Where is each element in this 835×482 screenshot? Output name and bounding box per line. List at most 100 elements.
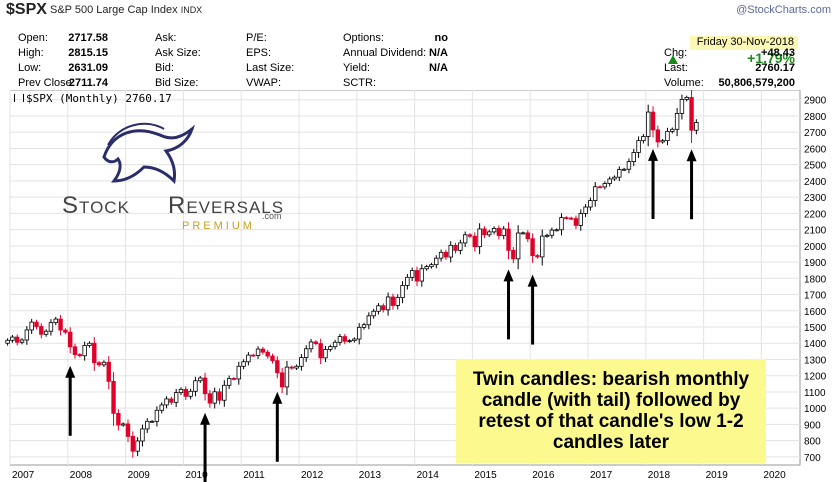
candle-up: [304, 348, 309, 358]
candle-up: [48, 322, 54, 332]
candle-up: [501, 228, 506, 237]
candle-down: [655, 129, 661, 143]
y-tick-label: 1500: [804, 323, 827, 334]
candle-down: [265, 351, 270, 357]
up-arrow-icon: [668, 55, 678, 64]
candle-up: [188, 390, 193, 397]
candle-up: [24, 329, 30, 341]
y-tick-label: 2000: [804, 242, 827, 253]
prev-close-label: Prev Close:: [18, 77, 75, 89]
candle-down: [467, 234, 473, 237]
yield-label: Yield:: [343, 62, 371, 74]
index-name: S&P 500 Large Cap Index INDX: [50, 4, 202, 16]
logo-word-stock: Stock: [62, 192, 130, 219]
candle-up: [679, 99, 685, 114]
candle-up: [332, 341, 338, 348]
candle-down: [568, 217, 574, 220]
ticker-symbol: $SPX: [6, 1, 47, 18]
eps-label: EPS:: [246, 47, 272, 59]
arrow-up-icon: [527, 274, 538, 287]
annotation-note: Twin candles: bearish monthly candle (wi…: [456, 359, 766, 463]
y-tick-label: 1900: [804, 258, 827, 269]
y-tick-label: 1700: [804, 291, 827, 302]
candle-up: [458, 242, 463, 251]
y-tick-label: 2600: [804, 144, 827, 155]
y-tick-label: 2200: [804, 209, 827, 220]
y-tick-label: 2500: [804, 161, 827, 172]
candle-up: [241, 361, 246, 367]
candle-up: [284, 366, 290, 388]
candle-up: [10, 336, 15, 341]
candle-up: [424, 266, 429, 270]
candle-up: [145, 420, 150, 430]
candle-down: [106, 361, 111, 382]
candle-up: [626, 161, 632, 170]
candle-up: [515, 232, 521, 260]
date-box: Friday 30-Nov-2018: [690, 36, 798, 50]
candle-down: [506, 228, 511, 251]
candle-down: [63, 329, 68, 333]
candle-up: [222, 384, 227, 401]
candle-down: [496, 228, 502, 237]
x-tick-label: 2020: [763, 470, 786, 481]
candle-up: [328, 346, 333, 350]
x-tick-label: 2007: [12, 470, 35, 481]
candle-up: [361, 324, 367, 328]
arrow-up-icon: [65, 365, 76, 378]
candle-down: [573, 218, 579, 226]
low-value: 2631.09: [68, 62, 108, 74]
candle-up: [5, 339, 10, 344]
ask-size-label: Ask Size:: [155, 47, 201, 59]
candle-up: [684, 97, 689, 100]
y-tick-label: 900: [804, 420, 821, 431]
candle-up: [294, 365, 299, 369]
candle-up: [540, 235, 545, 258]
chart-legend: $SPX (Monthly) 2760.17: [14, 92, 172, 105]
candle-up: [101, 361, 107, 366]
candle-up: [149, 420, 155, 423]
open-value: 2717.58: [68, 32, 108, 44]
chg-value: +48.43: [761, 47, 795, 59]
candle-up: [607, 178, 612, 184]
annotation-arrows: [65, 148, 697, 482]
candle-up: [385, 296, 391, 311]
logo-suffix: .com: [262, 211, 282, 221]
source-watermark: @StockCharts.com: [736, 4, 831, 16]
candle-down: [202, 377, 208, 395]
candle-up: [164, 398, 169, 406]
quote-date: Friday 30-Nov-2018: [696, 36, 794, 48]
y-tick-label: 2400: [804, 177, 827, 188]
candle-down: [511, 249, 516, 260]
candle-up: [371, 310, 376, 317]
candle-up: [660, 140, 665, 143]
arrow-up-icon: [272, 391, 283, 404]
options-value: no: [434, 32, 448, 44]
candle-down: [68, 331, 73, 348]
legend-icon: [14, 94, 24, 102]
options-label: Options:: [343, 32, 384, 44]
candle-up: [617, 169, 622, 178]
candle-down: [535, 255, 540, 258]
candle-down: [251, 354, 256, 357]
candle-down: [58, 318, 63, 331]
candle-up: [409, 270, 415, 278]
candle-up: [356, 326, 362, 340]
change-percent: +1.79%: [747, 50, 795, 66]
x-tick-label: 2010: [185, 470, 208, 481]
candle-down: [217, 391, 222, 401]
candle-up: [159, 404, 164, 411]
candle-up: [347, 340, 352, 343]
y-axis: 700 800 900 1000 1100 1200 1300 1400 1500 1600 170…: [804, 96, 827, 464]
candle-down: [72, 346, 78, 356]
candle-down: [207, 393, 213, 404]
candle-up: [173, 392, 179, 403]
candle-up: [337, 336, 343, 343]
candle-up: [694, 122, 699, 131]
candle-up: [438, 251, 444, 259]
y-tick-label: 1600: [804, 307, 827, 318]
last-value: 2760.17: [755, 62, 795, 74]
candle-up: [193, 380, 198, 392]
candle-up: [236, 365, 241, 380]
candle-down: [564, 217, 569, 219]
